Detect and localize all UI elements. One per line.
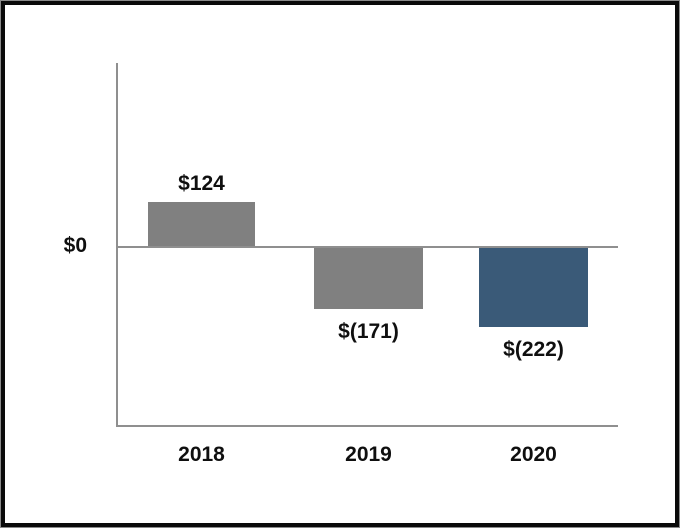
y-axis-line [116,63,118,426]
x-tick-2020: 2020 [510,443,557,466]
bar-2019 [314,248,423,309]
zero-baseline [116,246,618,248]
value-label-2018: $124 [178,172,225,195]
value-label-2020: $(222) [503,338,564,361]
y-axis-tick-label-zero: $0 [63,234,87,257]
x-axis-line [116,425,618,427]
bar-2020 [479,248,588,327]
x-tick-2018: 2018 [178,443,225,466]
x-tick-2019: 2019 [345,443,392,466]
bar-2018 [148,202,255,246]
value-label-2019: $(171) [338,320,399,343]
